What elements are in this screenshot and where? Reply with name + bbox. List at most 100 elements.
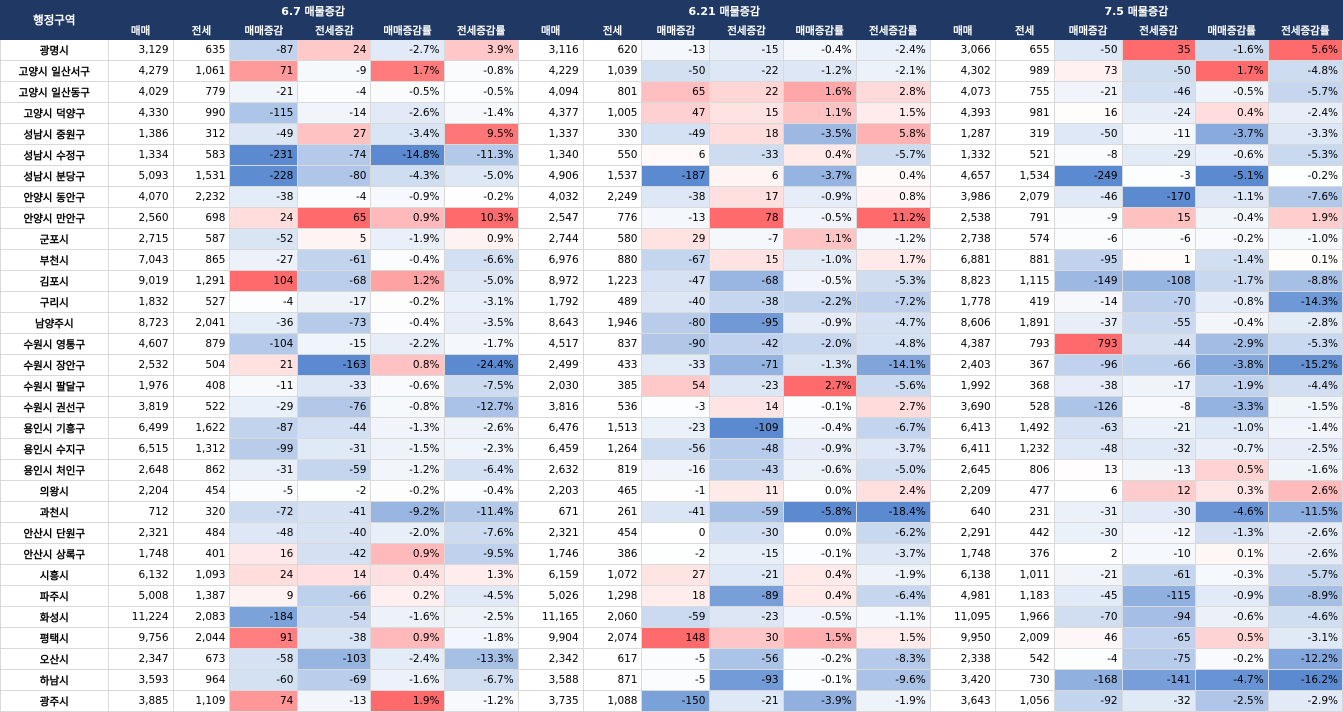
- change-cell: 1.9%: [370, 690, 445, 712]
- change-cell: -2.4%: [1267, 102, 1343, 124]
- count-cell: 3,735: [517, 690, 584, 712]
- change-cell: 1.3%: [443, 564, 519, 586]
- change-cell: -5.1%: [1194, 165, 1269, 187]
- count-cell: 1,992: [929, 375, 996, 397]
- change-cell: -61: [297, 249, 372, 271]
- count-cell: 528: [994, 396, 1055, 418]
- change-cell: -0.4%: [443, 480, 519, 502]
- count-cell: 2,342: [517, 648, 584, 670]
- count-cell: 408: [172, 375, 231, 397]
- count-cell: 862: [172, 459, 231, 481]
- count-cell: 1,298: [582, 585, 643, 607]
- change-cell: -69: [297, 669, 372, 691]
- change-cell: -4: [1053, 648, 1123, 670]
- change-cell: -4.8%: [1267, 60, 1343, 82]
- change-cell: 0.4%: [855, 165, 931, 187]
- change-cell: -3.1%: [443, 291, 519, 313]
- table-row: 오산시 2,347 673 -58 -103 -2.4% -13.3% 2,342 617 -5-…: [0, 648, 1343, 670]
- change-cell: 6: [1053, 480, 1123, 502]
- change-cell: 0.0%: [782, 522, 857, 544]
- column-header: 전세: [582, 20, 643, 40]
- change-cell: -168: [1053, 669, 1123, 691]
- count-cell: 673: [172, 648, 231, 670]
- region-name-cell: 수원시 영통구: [0, 333, 109, 355]
- change-cell: -48: [709, 438, 784, 460]
- change-cell: -11.3%: [443, 144, 519, 166]
- table-row: 남양주시 8,723 2,041 -36 -73 -0.4% -3.5% 8,643 1,946…: [0, 312, 1343, 334]
- count-cell: 1,183: [994, 585, 1055, 607]
- change-cell: -6.2%: [855, 522, 931, 544]
- count-cell: 880: [582, 249, 643, 271]
- change-cell: -2: [297, 480, 372, 502]
- change-cell: -0.8%: [370, 396, 445, 418]
- change-cell: -38: [229, 186, 299, 208]
- count-cell: 871: [582, 669, 643, 691]
- change-cell: -5.7%: [855, 144, 931, 166]
- count-cell: 433: [582, 354, 643, 376]
- change-cell: -40: [641, 291, 711, 313]
- count-cell: 1,011: [994, 564, 1055, 586]
- count-cell: 1,748: [929, 543, 996, 565]
- count-cell: 2,203: [517, 480, 584, 502]
- change-cell: 104: [229, 270, 299, 292]
- change-cell: -12: [1121, 522, 1196, 544]
- count-cell: 3,116: [517, 39, 584, 61]
- count-cell: 801: [582, 81, 643, 103]
- count-cell: 1,109: [172, 690, 231, 712]
- change-cell: -15: [709, 543, 784, 565]
- change-cell: -0.3%: [1194, 564, 1269, 586]
- count-cell: 1,334: [107, 144, 174, 166]
- table-row: 군포시 2,715 587 -52 5 -1.9% 0.9% 2,744 580 29 -7 1.1%…: [0, 228, 1343, 250]
- change-cell: -5.6%: [855, 375, 931, 397]
- count-cell: 3,588: [517, 669, 584, 691]
- count-cell: 5,026: [517, 585, 584, 607]
- change-cell: -47: [641, 270, 711, 292]
- change-cell: -115: [229, 102, 299, 124]
- change-cell: -1.3%: [782, 354, 857, 376]
- change-cell: -4.8%: [855, 333, 931, 355]
- change-cell: -0.6%: [782, 459, 857, 481]
- count-cell: 4,657: [929, 165, 996, 187]
- change-cell: -72: [229, 501, 299, 523]
- change-cell: -31: [297, 438, 372, 460]
- column-header: 전세증감률: [1267, 20, 1343, 40]
- count-cell: 320: [172, 501, 231, 523]
- count-cell: 2,232: [172, 186, 231, 208]
- count-cell: 1,093: [172, 564, 231, 586]
- column-header: 매매: [929, 20, 996, 40]
- change-cell: -12.2%: [1267, 648, 1343, 670]
- change-cell: -49: [229, 123, 299, 145]
- change-cell: 0.5%: [1194, 459, 1269, 481]
- change-cell: -1.0%: [1194, 417, 1269, 439]
- table-row: 용인시 수지구 6,515 1,312 -99 -31 -1.5% -2.3% 6,459 1,…: [0, 438, 1343, 460]
- change-cell: -0.5%: [782, 270, 857, 292]
- change-cell: -2.7%: [370, 39, 445, 61]
- change-cell: -14: [297, 102, 372, 124]
- change-cell: 0: [641, 522, 711, 544]
- change-cell: -6.4%: [855, 585, 931, 607]
- table-row: 고양시 일산서구 4,279 1,061 71 -9 1.7% -0.8% 4,229 1,03…: [0, 60, 1343, 82]
- column-header: 매매증감: [229, 20, 299, 40]
- change-cell: 9.5%: [443, 123, 519, 145]
- count-cell: 3,819: [107, 396, 174, 418]
- count-cell: 6,411: [929, 438, 996, 460]
- table-row: 성남시 수정구 1,334 583 -231 -74 -14.8% -11.3% 1,340 5…: [0, 144, 1343, 166]
- change-cell: 0.9%: [370, 627, 445, 649]
- change-cell: -14: [1053, 291, 1123, 313]
- column-header: 전세증감: [297, 20, 372, 40]
- count-cell: 1,492: [994, 417, 1055, 439]
- count-cell: 1,966: [994, 606, 1055, 628]
- change-cell: -104: [229, 333, 299, 355]
- table-row: 시흥시 6,132 1,093 24 14 0.4% 1.3% 6,159 1,072 27 -21…: [0, 564, 1343, 586]
- change-cell: -33: [709, 144, 784, 166]
- region-name-cell: 시흥시: [0, 564, 109, 586]
- count-cell: 8,643: [517, 312, 584, 334]
- change-cell: -59: [709, 501, 784, 523]
- region-name-cell: 부천시: [0, 249, 109, 271]
- change-cell: -1.5%: [370, 438, 445, 460]
- change-cell: -42: [709, 333, 784, 355]
- table-row: 수원시 권선구 3,819 522 -29 -76 -0.8% -12.7% 3,816 536…: [0, 396, 1343, 418]
- change-cell: 22: [709, 81, 784, 103]
- count-cell: 1,386: [107, 123, 174, 145]
- count-cell: 806: [994, 459, 1055, 481]
